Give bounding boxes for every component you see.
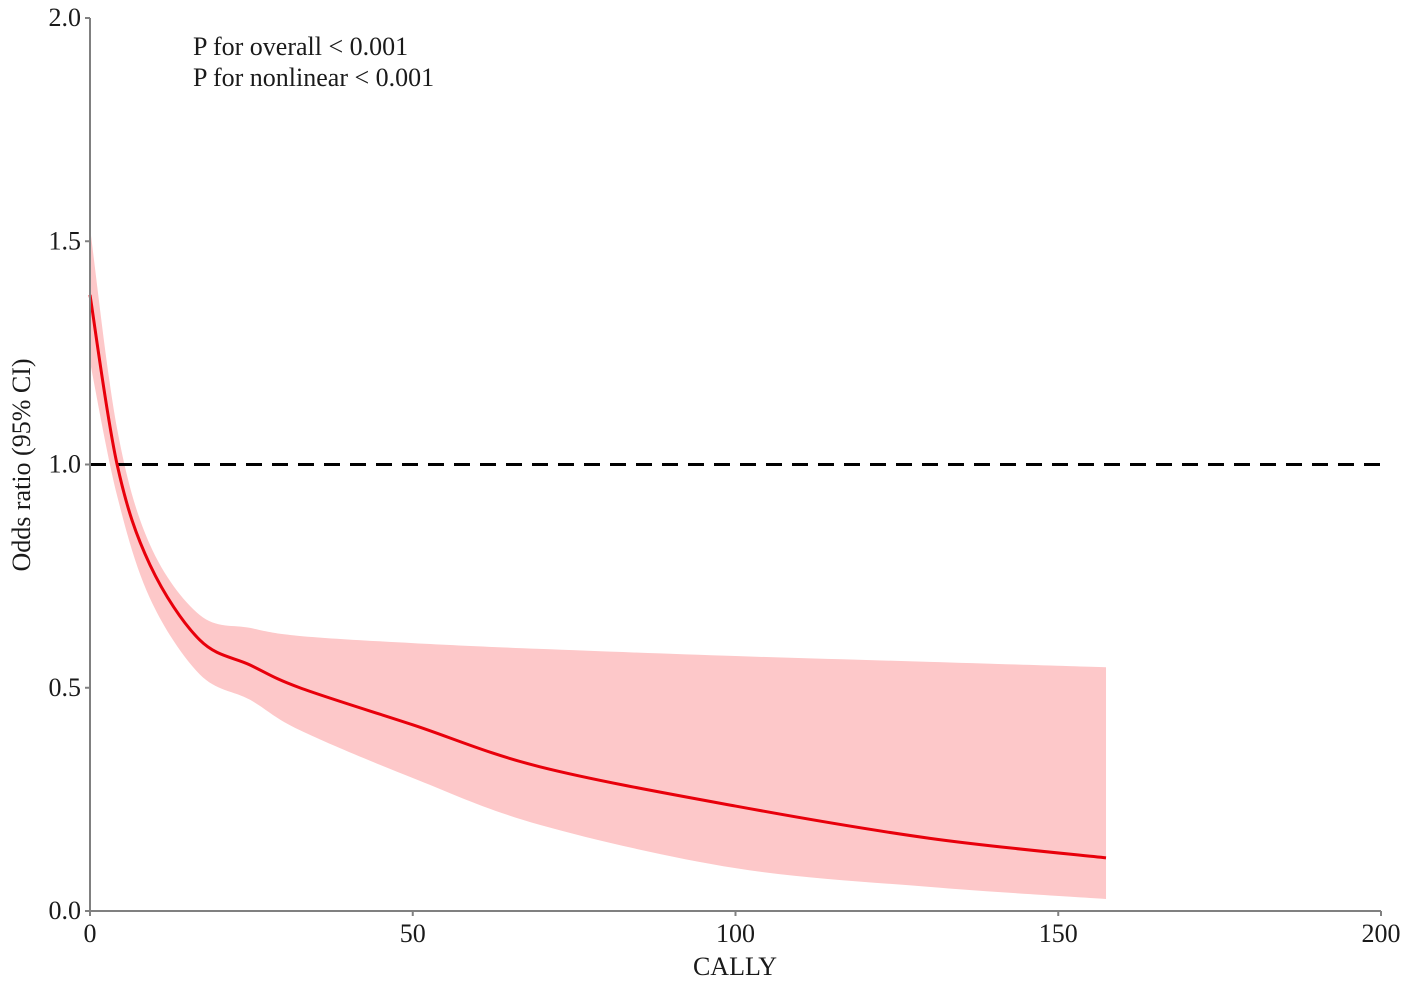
y-tick-label: 2.0	[49, 3, 82, 32]
x-tick-label: 100	[716, 919, 755, 948]
odds-ratio-curve	[88, 294, 1107, 860]
confidence-interval-band	[90, 227, 1107, 899]
y-axis-title: Odds ratio (95% CI)	[7, 358, 36, 571]
p-nonlinear-annotation: P for nonlinear < 0.001	[193, 63, 434, 92]
y-tick-label: 1.5	[49, 226, 82, 255]
p-overall-annotation: P for overall < 0.001	[193, 32, 408, 61]
y-tick-label: 0.0	[49, 896, 82, 925]
x-axis-title: CALLY	[693, 952, 777, 981]
x-axis: 0 50 100 150 200	[84, 910, 1401, 948]
x-tick-label: 150	[1039, 919, 1078, 948]
x-tick-label: 200	[1362, 919, 1401, 948]
x-tick-label: 0	[84, 919, 97, 948]
y-tick-label: 0.5	[49, 673, 82, 702]
y-tick-label: 1.0	[49, 450, 82, 479]
y-axis: 0.0 0.5 1.0 1.5 2.0	[49, 3, 91, 925]
x-tick-label: 50	[400, 919, 426, 948]
